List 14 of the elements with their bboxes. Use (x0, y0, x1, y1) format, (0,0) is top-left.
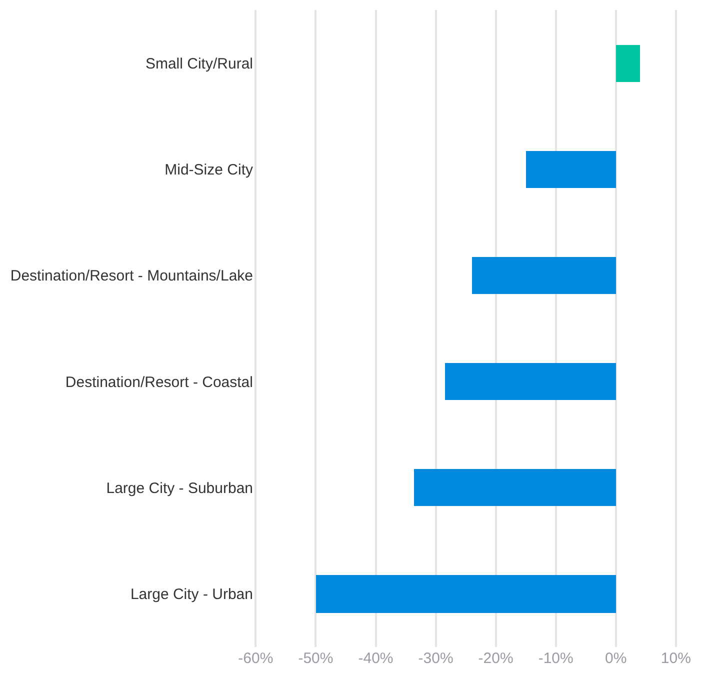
y-tick-label: Large City - Suburban (106, 480, 253, 497)
y-tick-label: Destination/Resort - Coastal (65, 374, 253, 391)
y-tick-label: Mid-Size City (164, 162, 254, 178)
x-tick-label: -60% (238, 650, 274, 667)
y-tick-label: Large City - Urban (130, 586, 253, 604)
x-tick-label: 10% (660, 650, 691, 667)
x-tick-label: -20% (478, 650, 514, 667)
x-tick-label: -10% (538, 650, 574, 667)
x-tick-label: -30% (418, 650, 454, 667)
y-tick-label: Destination/Resort - Mountains/Lake (10, 268, 253, 285)
y-tick-label: Small City/Rural (145, 55, 253, 72)
x-tick-label: -40% (358, 650, 394, 667)
x-tick-label: -50% (298, 650, 334, 667)
x-tick-label: 0% (605, 650, 627, 667)
